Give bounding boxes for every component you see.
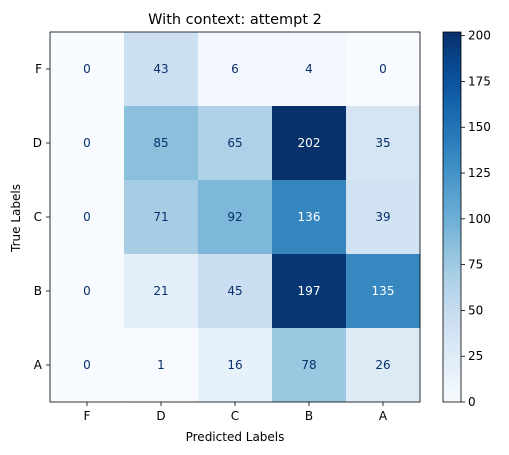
heatmap-cell	[124, 32, 199, 107]
heatmap-cell	[272, 254, 347, 329]
cell-value-label: 4	[305, 62, 313, 76]
heatmap-cell	[50, 106, 125, 181]
heatmap-cell	[124, 328, 199, 403]
heatmap-cells	[50, 32, 421, 403]
cell-value-label: 21	[153, 284, 168, 298]
heatmap-cell	[198, 32, 273, 107]
heatmap-cell-labels: 0 43 6 4 0 0 85 65 202 35 0 71 92 136 39 0 21 45 197 135 0 1 1…	[83, 62, 394, 372]
cell-value-label: 35	[375, 136, 390, 150]
cell-value-label: 6	[231, 62, 239, 76]
x-tick-label: A	[379, 409, 388, 423]
cell-value-label: 1	[157, 358, 165, 372]
heatmap-cell	[346, 328, 421, 403]
x-tick-label: C	[231, 409, 239, 423]
cell-value-label: 16	[227, 358, 242, 372]
heatmap-cell	[50, 328, 125, 403]
colorbar-tick-label: 75	[468, 258, 483, 272]
cell-value-label: 45	[227, 284, 242, 298]
heatmap-cell	[198, 328, 273, 403]
x-tick-label: B	[305, 409, 313, 423]
heatmap-cell	[346, 254, 421, 329]
chart-title: With context: attempt 2	[148, 12, 322, 28]
y-tick-label: F	[35, 62, 42, 76]
cell-value-label: 65	[227, 136, 242, 150]
cell-value-label: 43	[153, 62, 168, 76]
cell-value-label: 197	[298, 284, 321, 298]
heatmap-cell	[124, 254, 199, 329]
colorbar-tick-label: 100	[468, 212, 491, 226]
heatmap-axes: F D C B A F D C B A	[33, 31, 421, 423]
y-tick-label: A	[34, 358, 43, 372]
heatmap-cell	[50, 32, 125, 107]
colorbar-tick-label: 175	[468, 74, 491, 88]
heatmap-cell	[198, 180, 273, 255]
heatmap-cell	[346, 32, 421, 107]
cell-value-label: 0	[83, 358, 91, 372]
cell-value-label: 202	[298, 136, 321, 150]
heatmap-cell	[346, 106, 421, 181]
heatmap-cell	[272, 180, 347, 255]
heatmap-cell	[272, 106, 347, 181]
cell-value-label: 85	[153, 136, 168, 150]
cell-value-label: 0	[83, 136, 91, 150]
colorbar-tick-label: 0	[468, 395, 476, 409]
colorbar-tick-label: 150	[468, 120, 491, 134]
x-tick-label: D	[156, 409, 165, 423]
cell-value-label: 71	[153, 210, 168, 224]
heatmap-cell	[198, 254, 273, 329]
heatmap-cell	[124, 106, 199, 181]
x-tick-label: F	[84, 409, 91, 423]
heatmap-cell	[50, 180, 125, 255]
cell-value-label: 135	[372, 284, 395, 298]
cell-value-label: 0	[379, 62, 387, 76]
heatmap-cell	[346, 180, 421, 255]
cell-value-label: 78	[301, 358, 316, 372]
cell-value-label: 0	[83, 284, 91, 298]
colorbar-tick-label: 125	[468, 166, 491, 180]
y-tick-label: D	[33, 136, 42, 150]
cell-value-label: 39	[375, 210, 390, 224]
y-tick-label: B	[34, 284, 42, 298]
heatmap-cell	[50, 254, 125, 329]
colorbar: 0 25 50 75 100 125 150 175 200	[442, 29, 491, 409]
heatmap-cell	[272, 328, 347, 403]
colorbar-tick-label: 50	[468, 303, 483, 317]
heatmap-cell	[198, 106, 273, 181]
heatmap-cell	[124, 180, 199, 255]
cell-value-label: 136	[298, 210, 321, 224]
colorbar-tick-label: 25	[468, 349, 483, 363]
y-tick-label: C	[34, 210, 42, 224]
x-axis-label: Predicted Labels	[186, 430, 285, 444]
cell-value-label: 0	[83, 210, 91, 224]
cell-value-label: 26	[375, 358, 390, 372]
heatmap-cell	[272, 32, 347, 107]
cell-value-label: 92	[227, 210, 242, 224]
y-axis-label: True Labels	[9, 184, 23, 253]
colorbar-gradient	[442, 31, 462, 403]
colorbar-tick-label: 200	[468, 29, 491, 43]
cell-value-label: 0	[83, 62, 91, 76]
